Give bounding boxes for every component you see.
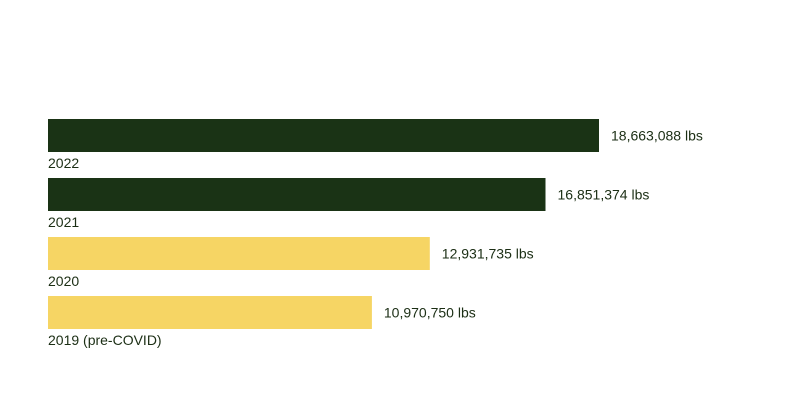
- category-label-4: 2019 (pre-COVID): [48, 332, 162, 348]
- bar-4: [48, 296, 372, 329]
- category-label-2: 2021: [48, 214, 79, 230]
- value-labels-group: 18,663,088 lbs 16,851,374 lbs 12,931,735 l…: [384, 128, 703, 321]
- value-label-1: 18,663,088 lbs: [611, 128, 703, 144]
- bar-1: [48, 119, 599, 152]
- category-label-1: 2022: [48, 155, 79, 171]
- bars-group: [48, 119, 599, 329]
- category-label-3: 2020: [48, 273, 79, 289]
- value-label-2: 16,851,374 lbs: [558, 187, 650, 203]
- bar-2: [48, 178, 546, 211]
- bar-3: [48, 237, 430, 270]
- value-label-3: 12,931,735 lbs: [442, 246, 534, 262]
- value-label-4: 10,970,750 lbs: [384, 305, 476, 321]
- category-labels-group: 2022 2021 2020 2019 (pre-COVID): [48, 155, 162, 348]
